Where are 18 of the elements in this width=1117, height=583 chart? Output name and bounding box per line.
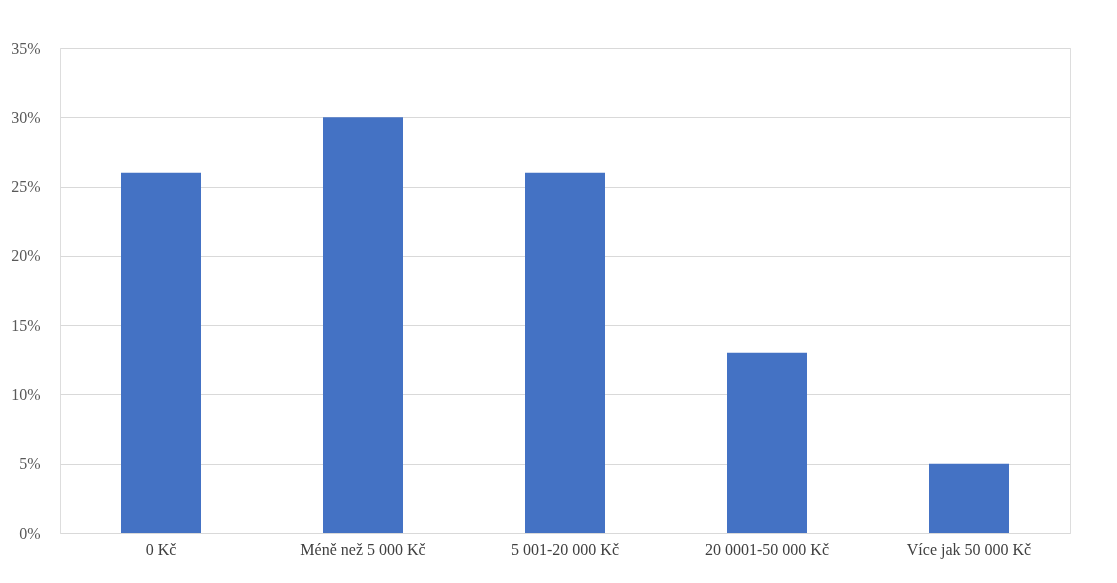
- x-tick-label: 0 Kč: [145, 540, 177, 558]
- x-tick-label: Méně než 5 000 Kč: [300, 540, 426, 558]
- bar: [121, 172, 201, 533]
- x-tick-label: 5 001-20 000 Kč: [511, 540, 619, 558]
- y-tick-label: 20%: [11, 247, 41, 265]
- y-tick-label: 10%: [11, 385, 41, 403]
- bar: [525, 172, 605, 533]
- bar: [323, 117, 403, 533]
- x-tick-label: 20 0001-50 000 Kč: [705, 540, 829, 558]
- y-tick-label: 35%: [11, 39, 41, 57]
- y-tick-label: 0%: [19, 524, 41, 542]
- bar: [929, 463, 1009, 533]
- y-tick-label: 15%: [11, 316, 41, 334]
- x-tick-label: Více jak 50 000 Kč: [906, 540, 1032, 559]
- bar: [727, 352, 807, 533]
- y-tick-label: 5%: [19, 455, 41, 473]
- y-tick-label: 25%: [11, 178, 41, 196]
- y-tick-label: 30%: [11, 108, 41, 126]
